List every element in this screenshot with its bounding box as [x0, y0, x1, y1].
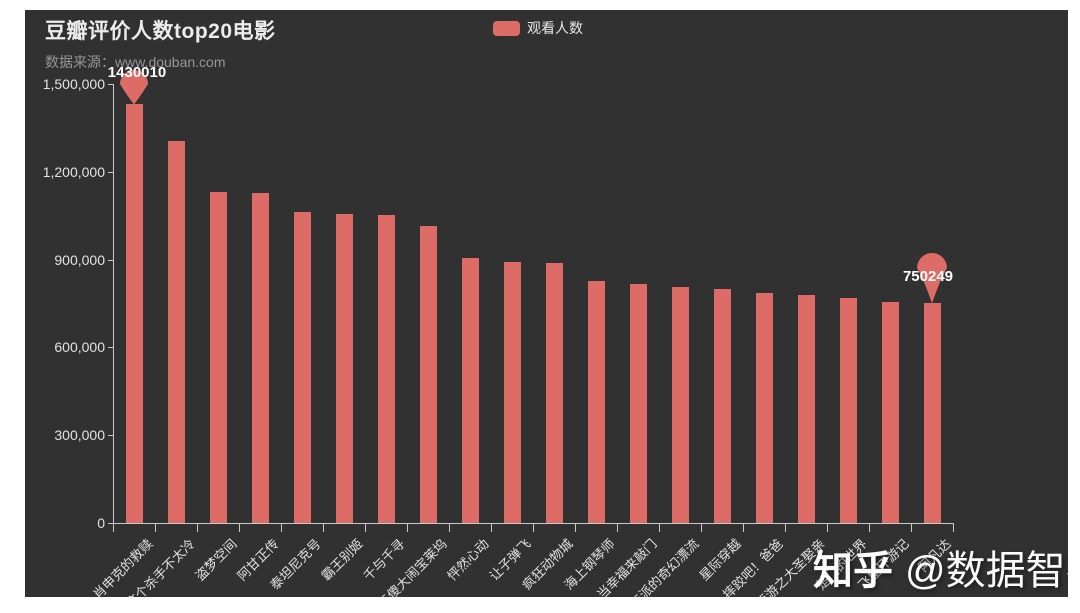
x-axis-tick — [659, 524, 660, 532]
bar[interactable] — [209, 192, 227, 523]
mark-point-label: 750249 — [902, 268, 954, 285]
bar[interactable] — [755, 293, 773, 523]
x-axis-tick — [155, 524, 156, 532]
legend-item[interactable]: 观看人数 — [493, 18, 583, 38]
legend-label: 观看人数 — [527, 20, 583, 36]
x-axis-label: 盗梦空间 — [192, 536, 240, 584]
mark-point-pin-icon — [917, 253, 947, 304]
y-axis-label: 900,000 — [54, 251, 105, 268]
x-axis-tick — [617, 524, 618, 532]
watermark-handle: @数据智农 — [905, 549, 1068, 593]
y-axis-tick — [108, 523, 113, 524]
x-axis-tick — [365, 524, 366, 532]
bar[interactable] — [335, 213, 353, 523]
bar[interactable] — [377, 215, 395, 523]
bar[interactable] — [461, 258, 479, 523]
watermark: 知乎 @数据智农 — [813, 538, 1068, 596]
x-axis-tick — [869, 524, 870, 532]
x-axis-tick — [239, 524, 240, 532]
bar[interactable] — [251, 193, 269, 523]
x-axis-tick — [323, 524, 324, 532]
x-axis-tick — [491, 524, 492, 532]
bar[interactable] — [587, 280, 605, 523]
bar[interactable] — [167, 141, 185, 523]
x-axis-line — [113, 523, 954, 524]
mark-point-pin-icon — [120, 70, 148, 105]
x-axis-tick — [197, 524, 198, 532]
y-axis-label: 1,500,000 — [42, 76, 105, 92]
x-axis-label: 怦然心动 — [444, 536, 492, 584]
y-axis-tick — [108, 171, 113, 173]
y-axis-label: 1,200,000 — [42, 163, 105, 180]
bar[interactable] — [881, 301, 899, 523]
bar[interactable] — [125, 104, 143, 523]
y-axis-tick — [108, 435, 113, 437]
bar[interactable] — [419, 225, 437, 523]
y-axis-label: 300,000 — [54, 427, 105, 444]
y-axis-tick — [108, 347, 113, 349]
bar[interactable] — [293, 211, 311, 523]
y-axis-tick — [108, 84, 113, 85]
bar[interactable] — [797, 295, 815, 523]
chart-canvas: 豆瓣评价人数top20电影 数据来源：www.douban.com 观看人数 1… — [25, 10, 1068, 597]
x-axis-tick — [281, 524, 282, 532]
y-axis-tick — [108, 259, 113, 261]
bar[interactable] — [545, 263, 563, 523]
x-axis-tick — [407, 524, 408, 532]
x-axis-tick — [449, 524, 450, 532]
bar[interactable] — [671, 286, 689, 523]
watermark-brand: 知乎 — [813, 549, 893, 593]
chart-title: 豆瓣评价人数top20电影 — [45, 20, 276, 43]
bar[interactable] — [923, 303, 941, 523]
y-axis-label: 600,000 — [54, 339, 105, 356]
x-axis-label: 霸王别姬 — [318, 536, 366, 584]
bar[interactable] — [839, 297, 857, 523]
bar[interactable] — [713, 289, 731, 523]
y-axis-line — [113, 84, 114, 523]
x-axis-tick — [113, 524, 114, 532]
x-axis-tick — [743, 524, 744, 532]
x-axis-tick — [827, 524, 828, 532]
chart-subtitle: 数据来源：www.douban.com — [45, 54, 226, 70]
bar[interactable] — [629, 283, 647, 523]
x-axis-tick — [575, 524, 576, 532]
legend-swatch-icon — [493, 20, 520, 36]
x-axis-tick — [953, 524, 954, 532]
mark-point-label: 1430010 — [107, 64, 167, 81]
x-axis-tick — [911, 524, 912, 532]
x-axis-tick — [701, 524, 702, 532]
x-axis-tick — [533, 524, 534, 532]
bar[interactable] — [503, 261, 521, 523]
x-axis-tick — [785, 524, 786, 532]
y-axis-label: 0 — [97, 515, 105, 531]
